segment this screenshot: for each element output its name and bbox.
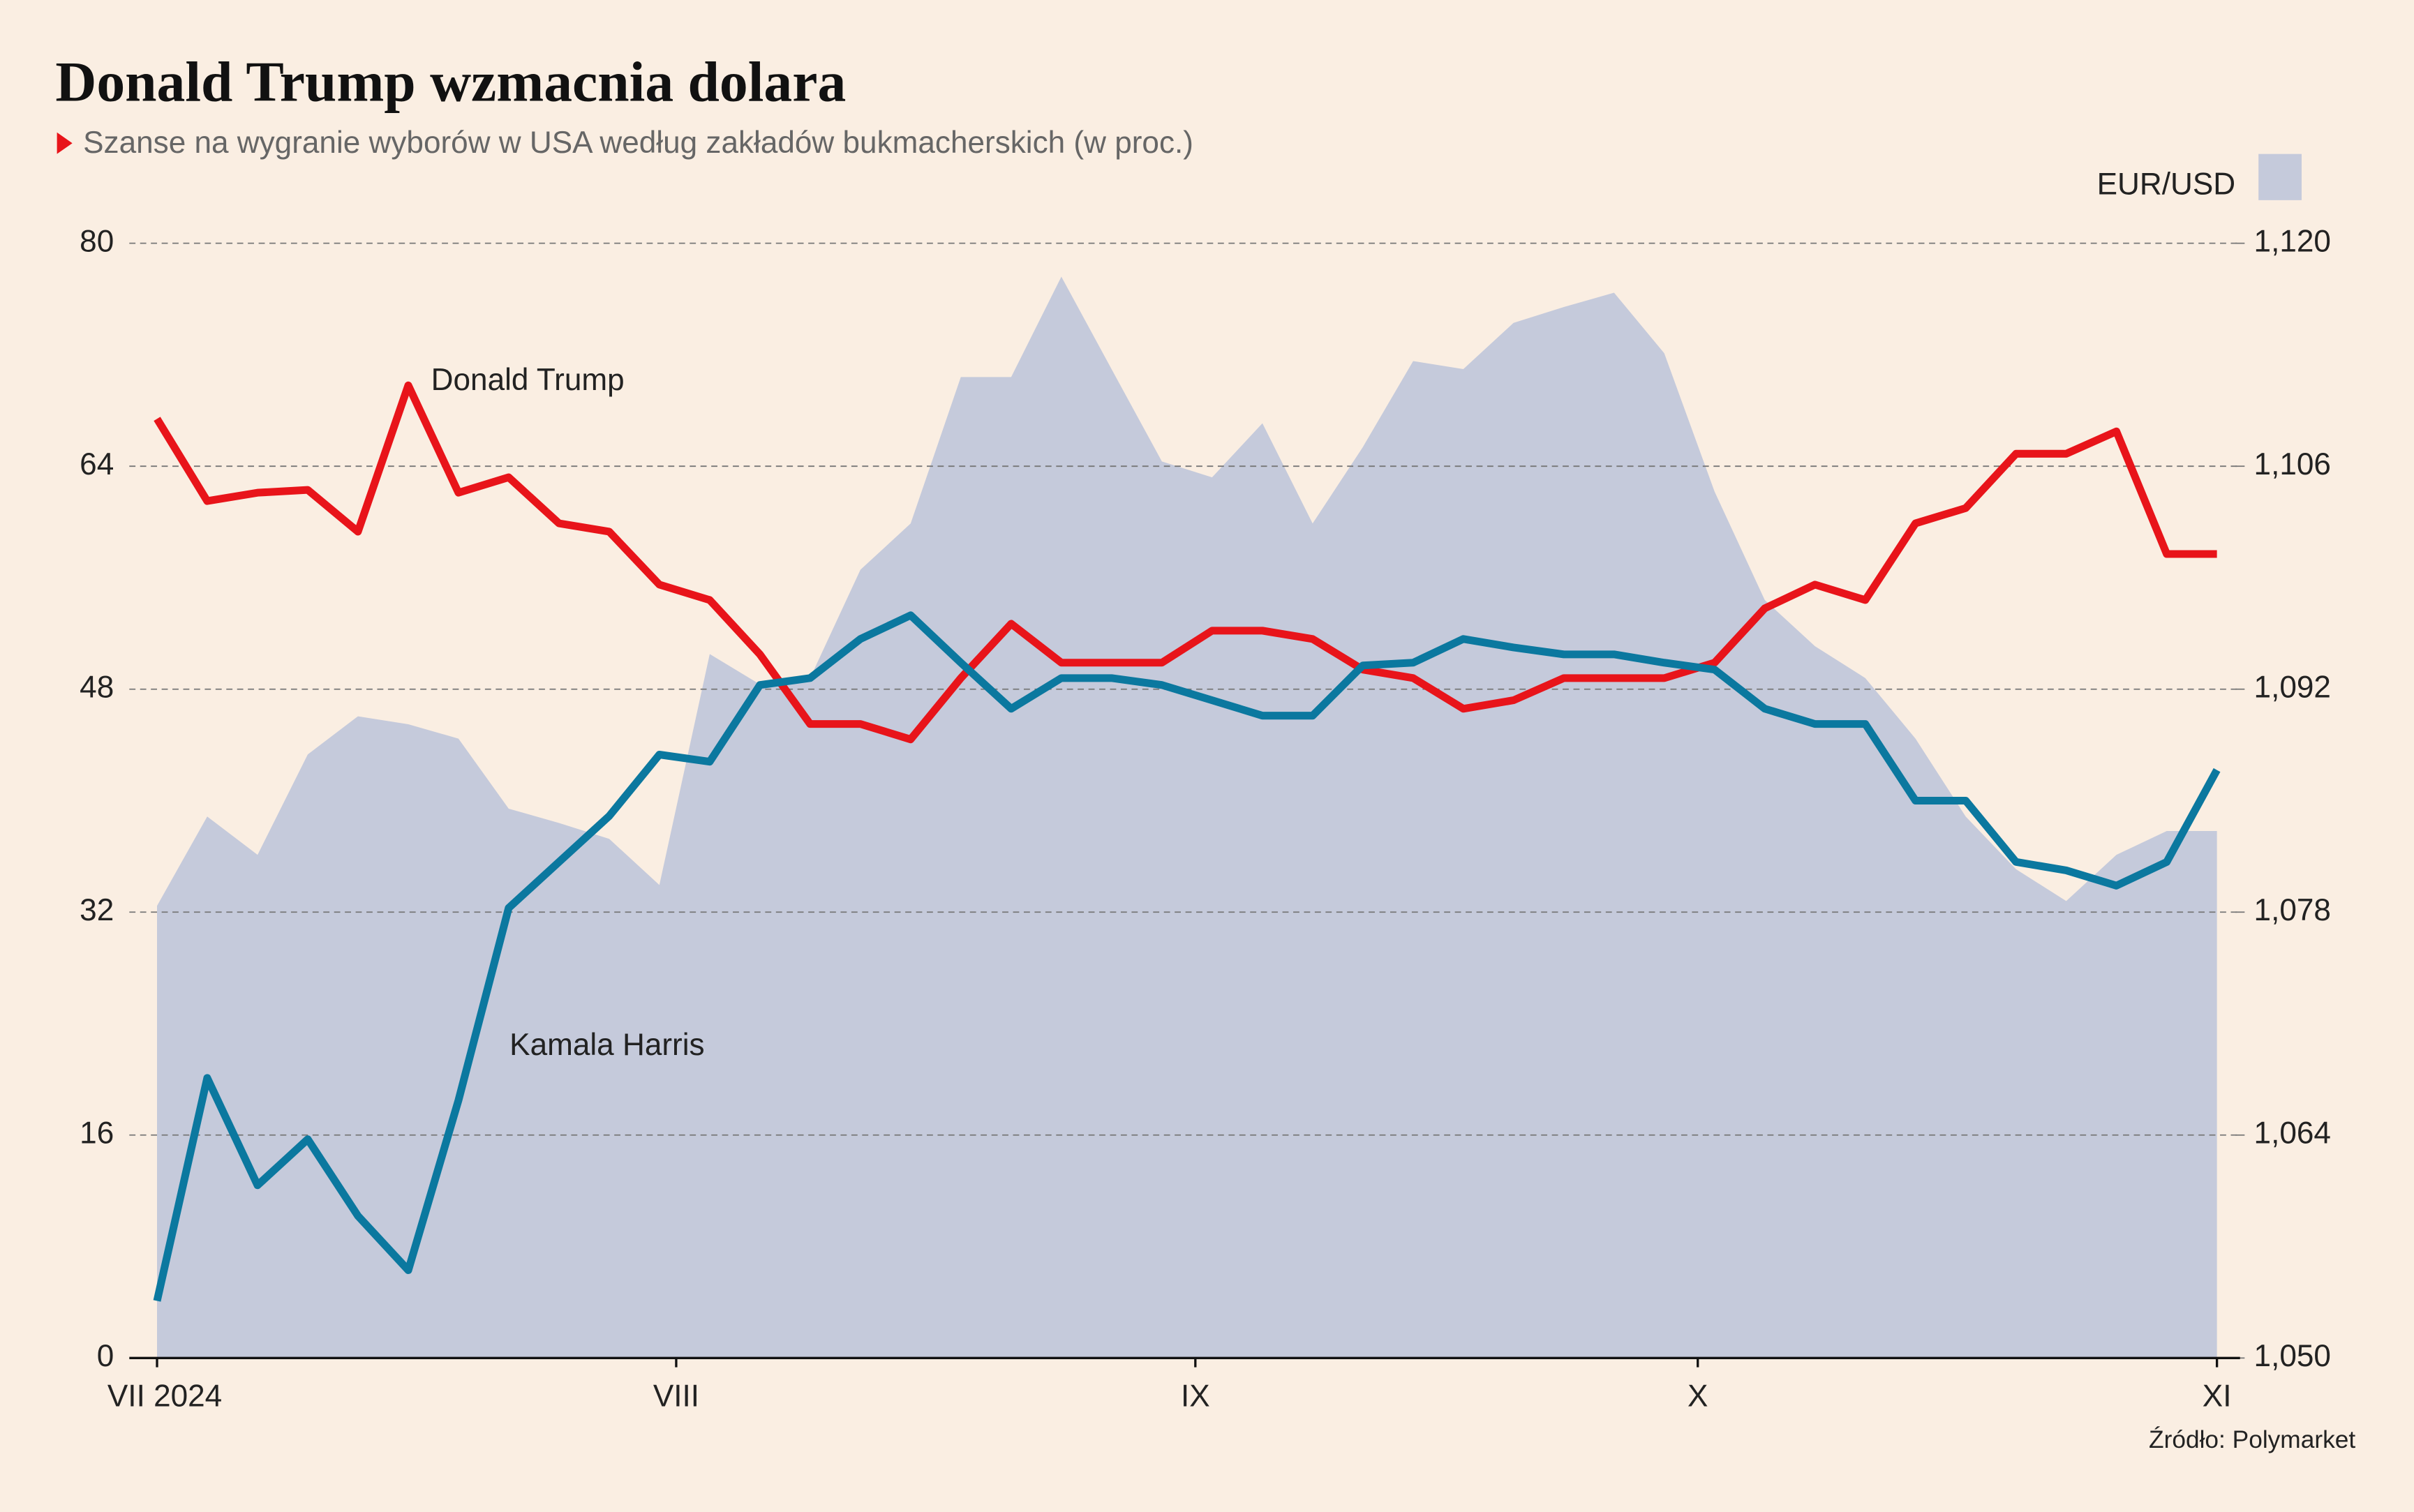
y-tick-label: 80 [80,224,114,258]
x-tick-label: XI [2203,1379,2232,1413]
x-tick-label: VII 2024 [107,1379,222,1413]
subtitle-marker [57,132,73,154]
legend-swatch [2258,154,2302,200]
y-tick-label: 64 [80,447,114,481]
y2-tick-label: 1,050 [2254,1339,2331,1373]
y2-tick-label: 1,092 [2254,670,2331,704]
x-tick-label: VIII [653,1379,699,1413]
series-label: EUR/USD [2097,167,2235,202]
x-tick-label: X [1687,1379,1708,1413]
line [154,381,2217,744]
chart-title: Donald Trump wzmacnia dolara [55,50,846,114]
y-tick-label: 16 [80,1116,114,1150]
x-tick-label: IX [1181,1379,1210,1413]
y-tick-label: 0 [97,1339,114,1373]
series-label: Kamala Harris [509,1028,704,1062]
y-tick-label: 48 [80,670,114,704]
chart-subtitle: Szanse na wygranie wyborów w USA według … [83,126,1193,160]
area [157,276,2217,1358]
y2-tick-label: 1,064 [2254,1116,2331,1150]
series-label: Donald Trump [431,363,625,397]
y2-tick-label: 1,106 [2254,447,2331,481]
y-tick-label: 32 [80,893,114,927]
y2-tick-label: 1,078 [2254,893,2331,927]
source: Źródło: Polymarket [2149,1426,2355,1453]
y2-tick-label: 1,120 [2254,224,2331,258]
line [153,611,2221,1302]
